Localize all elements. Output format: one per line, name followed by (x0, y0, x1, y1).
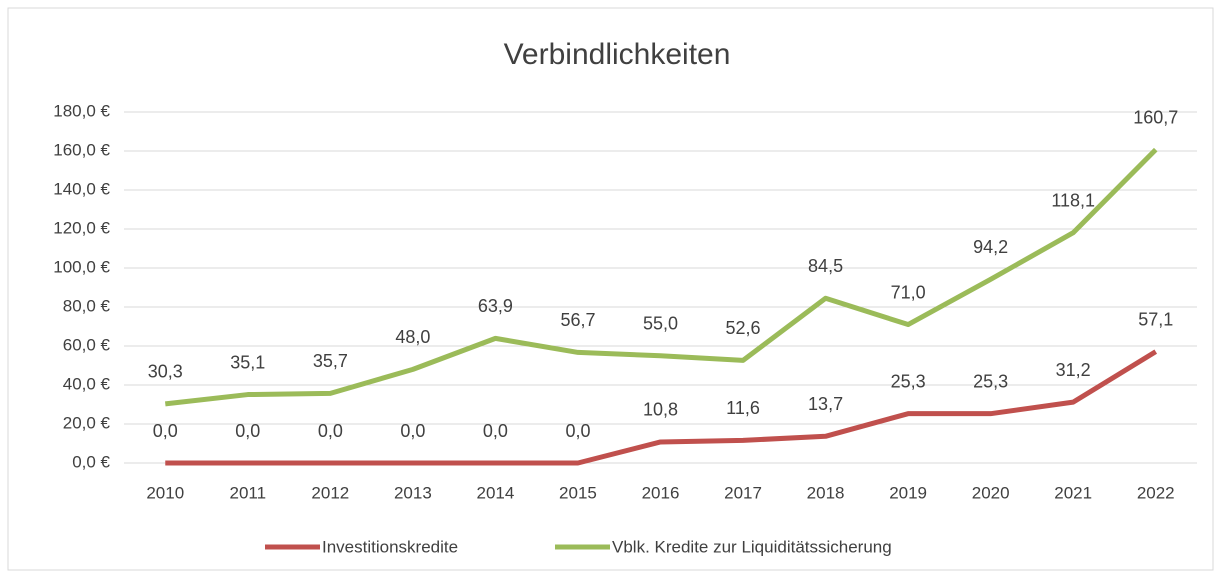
data-label: 57,1 (1138, 309, 1173, 329)
x-tick-label: 2016 (642, 483, 680, 502)
legend-label: Investitionskredite (322, 537, 458, 556)
data-label: 31,2 (1056, 360, 1091, 380)
x-tick-label: 2022 (1137, 483, 1175, 502)
data-label: 25,3 (973, 371, 1008, 391)
data-label: 13,7 (808, 394, 843, 414)
series-line (165, 349, 1158, 466)
y-tick-label: 0,0 € (72, 452, 110, 471)
x-tick-label: 2015 (559, 483, 597, 502)
x-tick-label: 2017 (724, 483, 762, 502)
data-label: 52,6 (726, 318, 761, 338)
x-tick-label: 2019 (889, 483, 927, 502)
chart-border (7, 7, 1214, 571)
data-label: 55,0 (643, 314, 678, 334)
data-label: 0,0 (318, 421, 343, 441)
x-tick-label: 2012 (311, 483, 349, 502)
data-label: 48,0 (395, 327, 430, 347)
series-line (164, 147, 1158, 407)
data-label: 56,7 (560, 310, 595, 330)
data-label: 35,7 (313, 351, 348, 371)
data-label: 118,1 (1051, 190, 1095, 210)
x-tick-label: 2013 (394, 483, 432, 502)
data-label: 63,9 (478, 296, 513, 316)
data-label: 0,0 (483, 421, 508, 441)
y-tick-label: 180,0 € (53, 101, 110, 120)
data-label: 0,0 (400, 421, 425, 441)
data-label: 10,8 (643, 400, 678, 420)
data-label: 35,1 (230, 352, 265, 372)
data-label: 160,7 (1133, 107, 1178, 127)
data-label: 71,0 (891, 282, 926, 302)
x-tick-label: 2018 (807, 483, 845, 502)
data-label: 0,0 (565, 421, 590, 441)
data-label: 84,5 (808, 256, 843, 276)
data-label: 94,2 (973, 237, 1008, 257)
y-tick-label: 140,0 € (53, 179, 110, 198)
y-tick-label: 60,0 € (63, 335, 111, 354)
data-label: 11,6 (726, 398, 760, 418)
x-tick-label: 2010 (146, 483, 184, 502)
y-tick-label: 120,0 € (53, 218, 110, 237)
legend-label: Vblk. Kredite zur Liquiditätssicherung (612, 537, 892, 556)
x-tick-label: 2014 (477, 483, 515, 502)
data-label: 25,3 (891, 371, 926, 391)
y-tick-label: 100,0 € (53, 257, 110, 276)
data-label: 0,0 (235, 421, 260, 441)
chart-title: Verbindlichkeiten (504, 38, 731, 71)
y-tick-label: 160,0 € (53, 140, 110, 159)
data-label: 0,0 (153, 421, 178, 441)
y-tick-label: 80,0 € (63, 296, 111, 315)
y-tick-label: 20,0 € (63, 413, 111, 432)
x-tick-label: 2011 (230, 483, 267, 502)
data-label: 30,3 (148, 362, 183, 382)
x-tick-label: 2020 (972, 483, 1010, 502)
y-tick-label: 40,0 € (63, 374, 111, 393)
x-tick-label: 2021 (1054, 483, 1092, 502)
